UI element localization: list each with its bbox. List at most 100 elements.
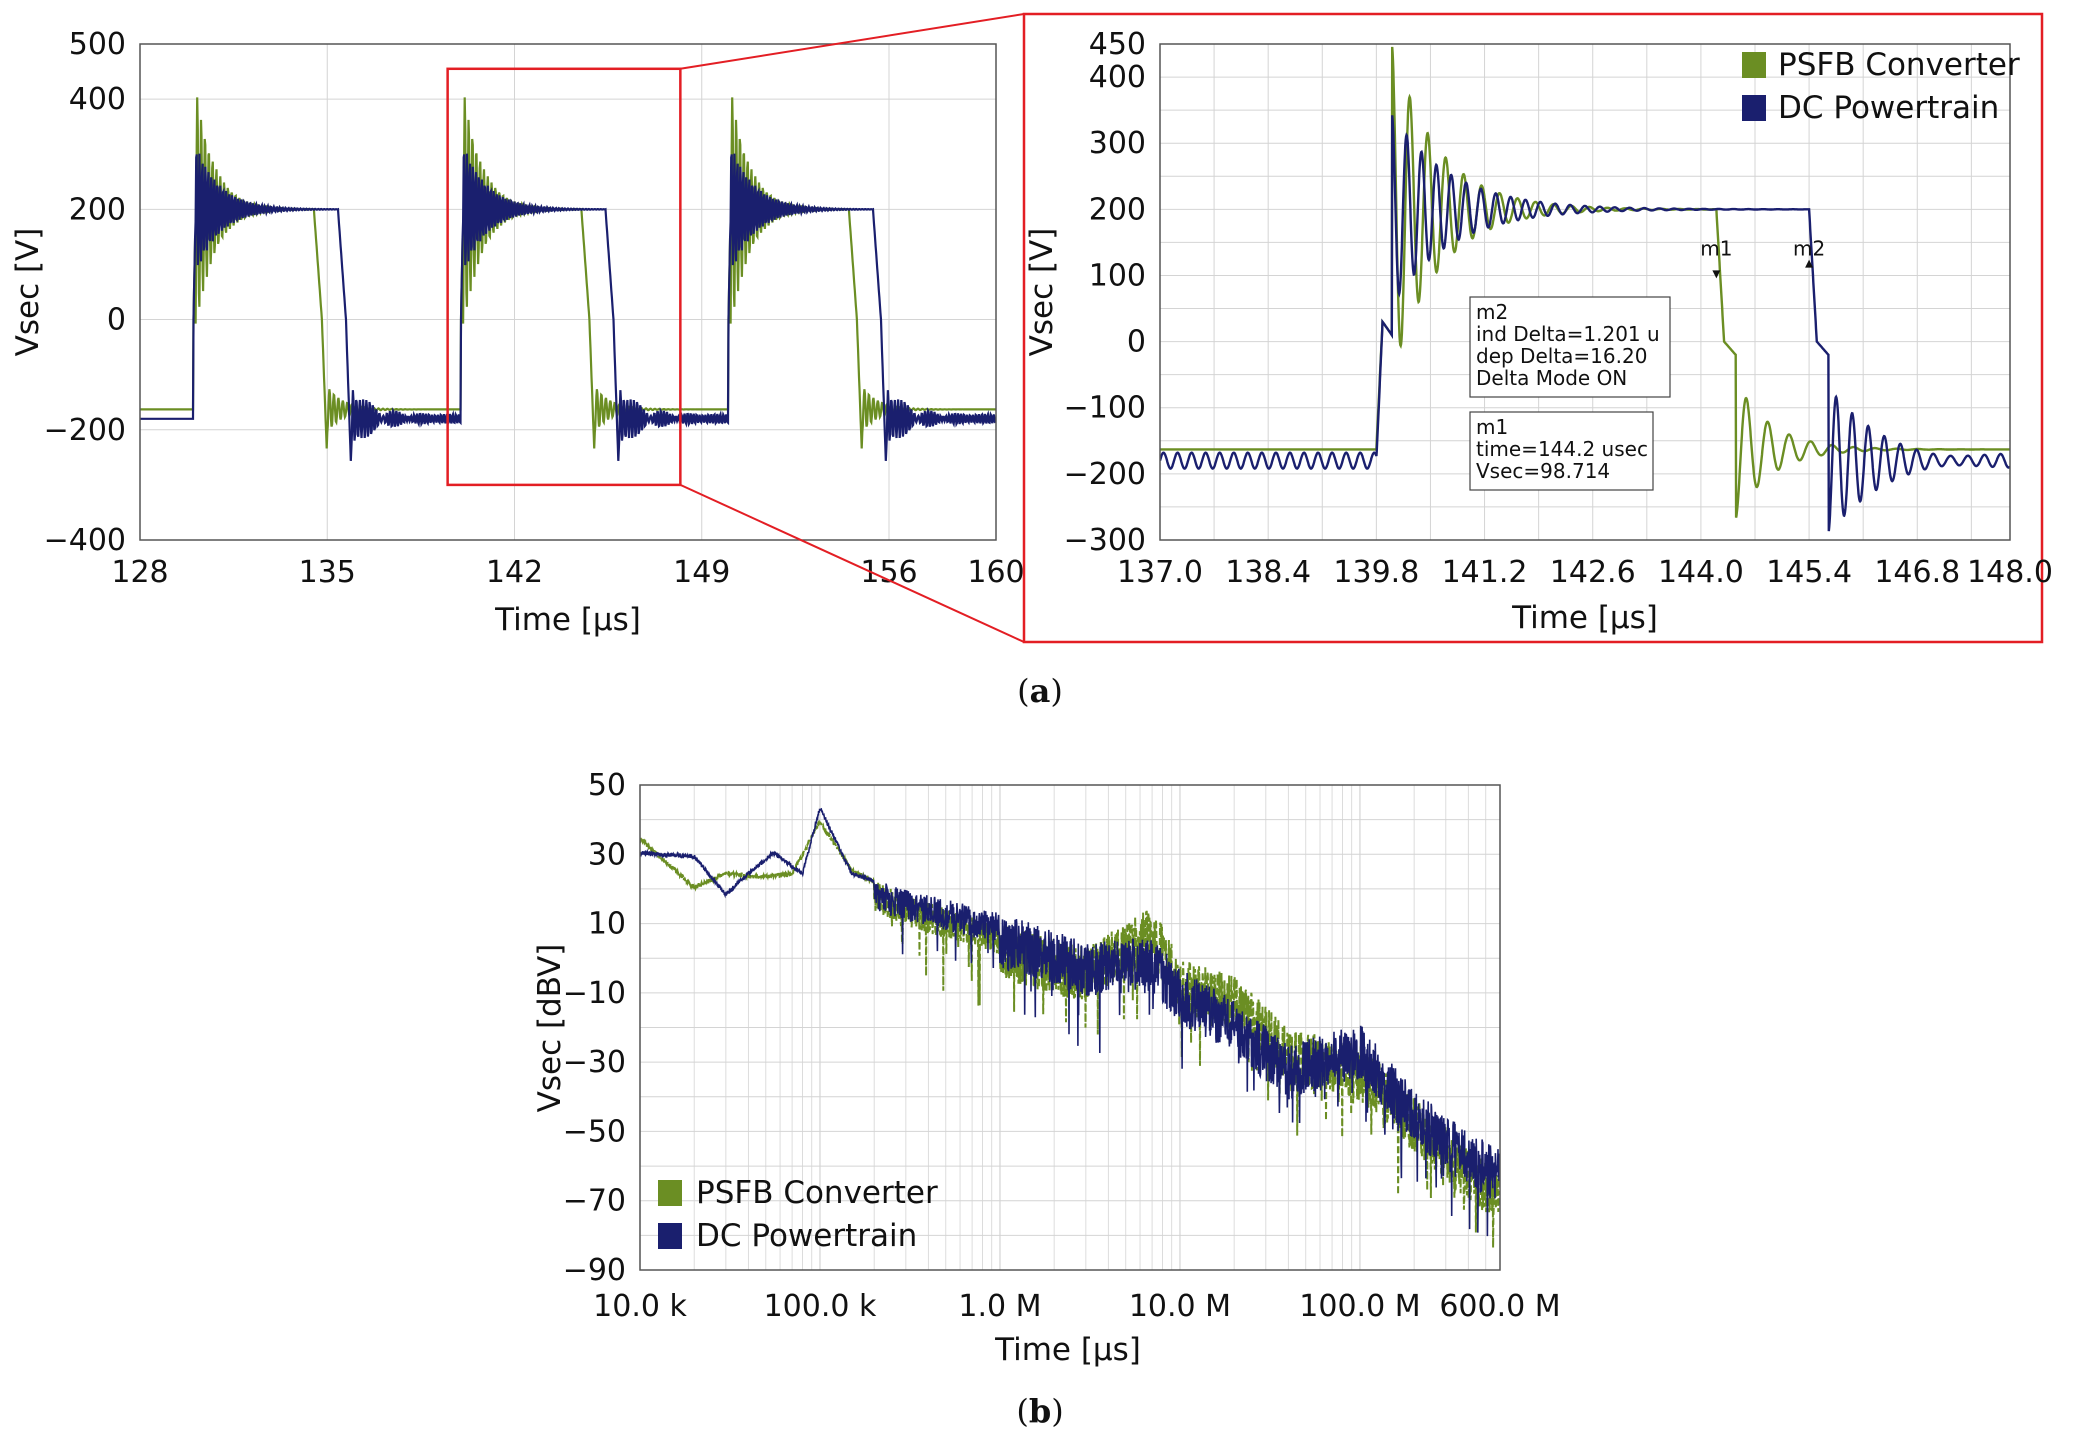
y-tick-label: 100 <box>1089 258 1146 293</box>
chart-panel-a-left: 128 135 142 149 156 160 −400 −200 0 200 400 500 Tim… <box>10 27 1025 638</box>
legend-label: PSFB Converter <box>696 1175 938 1211</box>
marker-m2 <box>1805 259 1814 268</box>
legend-swatch <box>658 1180 682 1206</box>
plot-frame <box>639 784 1501 1271</box>
x-tick-label: 135 <box>299 555 356 590</box>
marker-label-m2: m2 <box>1793 237 1825 261</box>
series-line-psfb <box>140 97 996 449</box>
series-line-dc <box>640 807 1500 1237</box>
x-tick-label: 100.0 k <box>764 1289 877 1324</box>
annotation-line: time=144.2 usec <box>1476 437 1648 461</box>
series-line-dc <box>140 153 996 461</box>
y-tick-label: 500 <box>69 27 126 62</box>
y-tick-label: −90 <box>563 1253 626 1288</box>
x-tick-label: 137.0 <box>1117 555 1203 590</box>
tick-labels: 10.0 k 100.0 k 1.0 M 10.0 M 100.0 M 600.0 M −9… <box>563 768 1561 1324</box>
markers: m1 m2 <box>1700 237 1825 279</box>
annotation-line: Delta Mode ON <box>1476 366 1627 390</box>
tick-labels: 128 135 142 149 156 160 −400 −200 0 200 400 500 <box>44 27 1025 590</box>
y-tick-label: −400 <box>44 523 126 558</box>
x-tick-label: 139.8 <box>1333 555 1419 590</box>
legend-swatch <box>1742 52 1766 78</box>
x-tick-label: 160 <box>967 555 1024 590</box>
y-axis-label: Vsec [V] <box>10 228 46 357</box>
y-tick-label: −100 <box>1064 391 1146 426</box>
legend: PSFB Converter DC Powertrain <box>1742 47 2020 126</box>
zoom-indicator <box>446 13 1025 643</box>
x-tick-label: 156 <box>860 555 917 590</box>
annotation-box-m2 <box>1469 296 1671 398</box>
x-tick-label: 144.0 <box>1658 555 1744 590</box>
y-tick-label: −50 <box>563 1114 626 1149</box>
series-line-psfb <box>1160 46 2010 518</box>
annotation-line: m2 <box>1476 300 1508 324</box>
y-tick-label: −200 <box>44 413 126 448</box>
legend-swatch <box>658 1223 682 1249</box>
annotation-line: ind Delta=1.201 u <box>1476 322 1660 346</box>
x-tick-label: 10.0 k <box>593 1289 687 1324</box>
legend: PSFB Converter DC Powertrain <box>658 1175 938 1254</box>
y-tick-label: 200 <box>1089 192 1146 227</box>
x-tick-label: 146.8 <box>1874 555 1960 590</box>
y-tick-label: 30 <box>588 837 626 872</box>
x-tick-label: 138.4 <box>1225 555 1311 590</box>
x-tick-label: 100.0 M <box>1299 1289 1420 1324</box>
zoom-frame <box>1022 12 2044 644</box>
y-tick-label: 300 <box>1089 126 1146 161</box>
x-tick-label: 600.0 M <box>1439 1289 1560 1324</box>
caption-a-letter: a <box>1030 672 1051 710</box>
caption-b: (b) <box>1016 1392 1063 1430</box>
caption-b-letter: b <box>1029 1392 1051 1430</box>
y-axis-label: Vsec [V] <box>1024 228 1060 357</box>
annotation-box-m1 <box>1469 411 1654 491</box>
zoom-connector-top <box>680 13 1025 70</box>
marker-m1 <box>1712 270 1721 279</box>
y-tick-label: 0 <box>1127 325 1146 360</box>
y-tick-label: 200 <box>69 192 126 227</box>
y-tick-label: −300 <box>1064 523 1146 558</box>
y-tick-label: 400 <box>69 82 126 117</box>
y-tick-label: 450 <box>1089 27 1146 62</box>
x-axis-label: Time [μs] <box>1511 600 1658 636</box>
x-tick-label: 142 <box>486 555 543 590</box>
y-tick-label: 50 <box>588 768 626 803</box>
grid <box>139 43 997 541</box>
y-tick-label: 0 <box>107 303 126 338</box>
chart-panel-b: 10.0 k 100.0 k 1.0 M 10.0 M 100.0 M 600.0 M −9… <box>532 768 1561 1368</box>
series-line-dc <box>1160 115 2010 532</box>
x-tick-label: 1.0 M <box>958 1289 1041 1324</box>
plot-frame <box>1159 43 2011 541</box>
y-tick-label: 10 <box>588 907 626 942</box>
zoom-connector-bottom <box>679 483 1025 643</box>
zoom-box <box>446 67 682 487</box>
x-axis-label: Time [μs] <box>494 602 641 638</box>
y-tick-label: −70 <box>563 1184 626 1219</box>
y-axis-label: Vsec [dBV] <box>532 944 568 1113</box>
annotation-line: m1 <box>1476 415 1508 439</box>
legend-label: DC Powertrain <box>1778 90 1999 126</box>
y-tick-label: −200 <box>1064 457 1146 492</box>
marker-label-m1: m1 <box>1700 237 1732 261</box>
tick-labels: 137.0 138.4 139.8 141.2 142.6 144.0 145.4 146.8… <box>1064 27 2053 590</box>
x-axis-label: Time [μs] <box>994 1332 1141 1368</box>
annotation-line: Vsec=98.714 <box>1476 459 1610 483</box>
y-tick-label: −30 <box>563 1045 626 1080</box>
y-tick-label: 400 <box>1089 60 1146 95</box>
caption-a: (a) <box>1017 672 1063 710</box>
x-tick-label: 142.6 <box>1550 555 1636 590</box>
series-group <box>640 807 1500 1248</box>
y-tick-label: −10 <box>563 976 626 1011</box>
x-tick-label: 128 <box>111 555 168 590</box>
chart-panel-a-right: 137.0 138.4 139.8 141.2 142.6 144.0 145.4 146.8… <box>1022 12 2053 644</box>
x-tick-label: 141.2 <box>1442 555 1528 590</box>
series-group <box>1160 46 2010 532</box>
x-tick-label: 10.0 M <box>1129 1289 1231 1324</box>
x-tick-label: 145.4 <box>1766 555 1852 590</box>
plot-frame <box>139 43 997 541</box>
legend-label: DC Powertrain <box>696 1218 917 1254</box>
legend-swatch <box>1742 95 1766 121</box>
x-tick-label: 149 <box>673 555 730 590</box>
x-tick-label: 148.0 <box>1967 555 2053 590</box>
